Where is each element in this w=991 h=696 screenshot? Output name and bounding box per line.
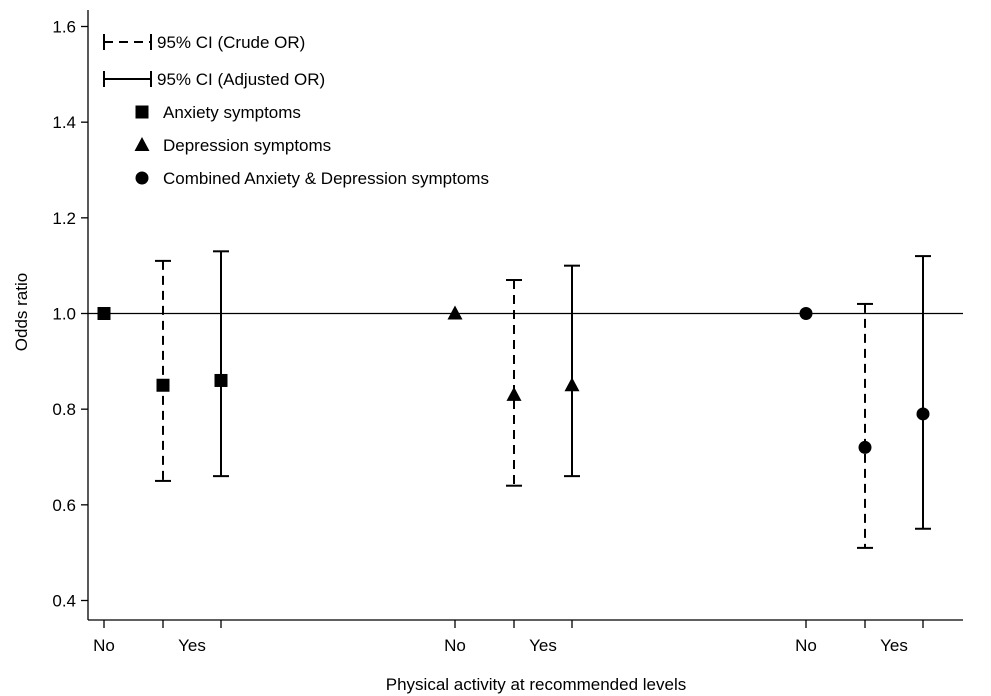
legend-item-combined: Combined Anxiety & Depression symptoms	[135, 169, 489, 188]
legend-crude-label: 95% CI (Crude OR)	[157, 33, 305, 52]
depression-crude-or-point	[506, 386, 522, 401]
group-combined: No Yes	[795, 255, 931, 655]
legend-anxiety-label: Anxiety symptoms	[163, 103, 301, 122]
x-tick-label-no: No	[93, 636, 115, 655]
x-tick-label-yes: Yes	[880, 636, 908, 655]
y-tick-label: 0.6	[52, 496, 76, 515]
y-tick-label: 0.4	[52, 592, 76, 611]
legend-combined-marker	[135, 171, 149, 185]
x-tick-label-no: No	[444, 636, 466, 655]
group-depression: No Yes	[444, 264, 580, 655]
depression-reference-point	[447, 305, 463, 320]
combined-adjusted-or-point	[916, 407, 930, 421]
legend-anxiety-marker	[135, 105, 149, 119]
x-tick-label-no: No	[795, 636, 817, 655]
legend-item-crude: 95% CI (Crude OR)	[103, 33, 305, 52]
y-tick-label: 1.6	[52, 18, 76, 37]
anxiety-adjusted-or-point	[214, 373, 228, 387]
legend-depression-marker	[134, 137, 150, 151]
y-tick-label: 1.4	[52, 113, 76, 132]
legend-depression-label: Depression symptoms	[163, 136, 331, 155]
legend-item-depression: Depression symptoms	[134, 136, 331, 155]
legend: 95% CI (Crude OR) 95% CI (Adjusted OR) Anx…	[103, 33, 489, 188]
depression-adjusted-or-point	[564, 377, 580, 392]
x-tick-label-yes: Yes	[529, 636, 557, 655]
anxiety-reference-point	[97, 307, 111, 320]
axes: 0.4 0.6 0.8 1.0 1.2 1.4 1.6	[52, 10, 963, 621]
y-tick-label: 0.8	[52, 400, 76, 419]
y-axis-title: Odds ratio	[12, 273, 31, 351]
combined-reference-point	[799, 307, 813, 320]
x-tick-label-yes: Yes	[178, 636, 206, 655]
y-tick-label: 1.0	[52, 305, 76, 324]
chart-marks: No Yes No Yes No Yes	[93, 250, 931, 655]
anxiety-crude-or-point	[156, 378, 170, 392]
legend-item-adjusted: 95% CI (Adjusted OR)	[103, 70, 325, 89]
combined-crude-or-point	[858, 440, 872, 454]
group-anxiety: No Yes	[93, 250, 229, 655]
x-axis-title: Physical activity at recommended levels	[386, 675, 686, 694]
legend-adjusted-label: 95% CI (Adjusted OR)	[157, 70, 325, 89]
legend-item-anxiety: Anxiety symptoms	[135, 103, 301, 122]
y-tick-label: 1.2	[52, 209, 76, 228]
legend-combined-label: Combined Anxiety & Depression symptoms	[163, 169, 489, 188]
